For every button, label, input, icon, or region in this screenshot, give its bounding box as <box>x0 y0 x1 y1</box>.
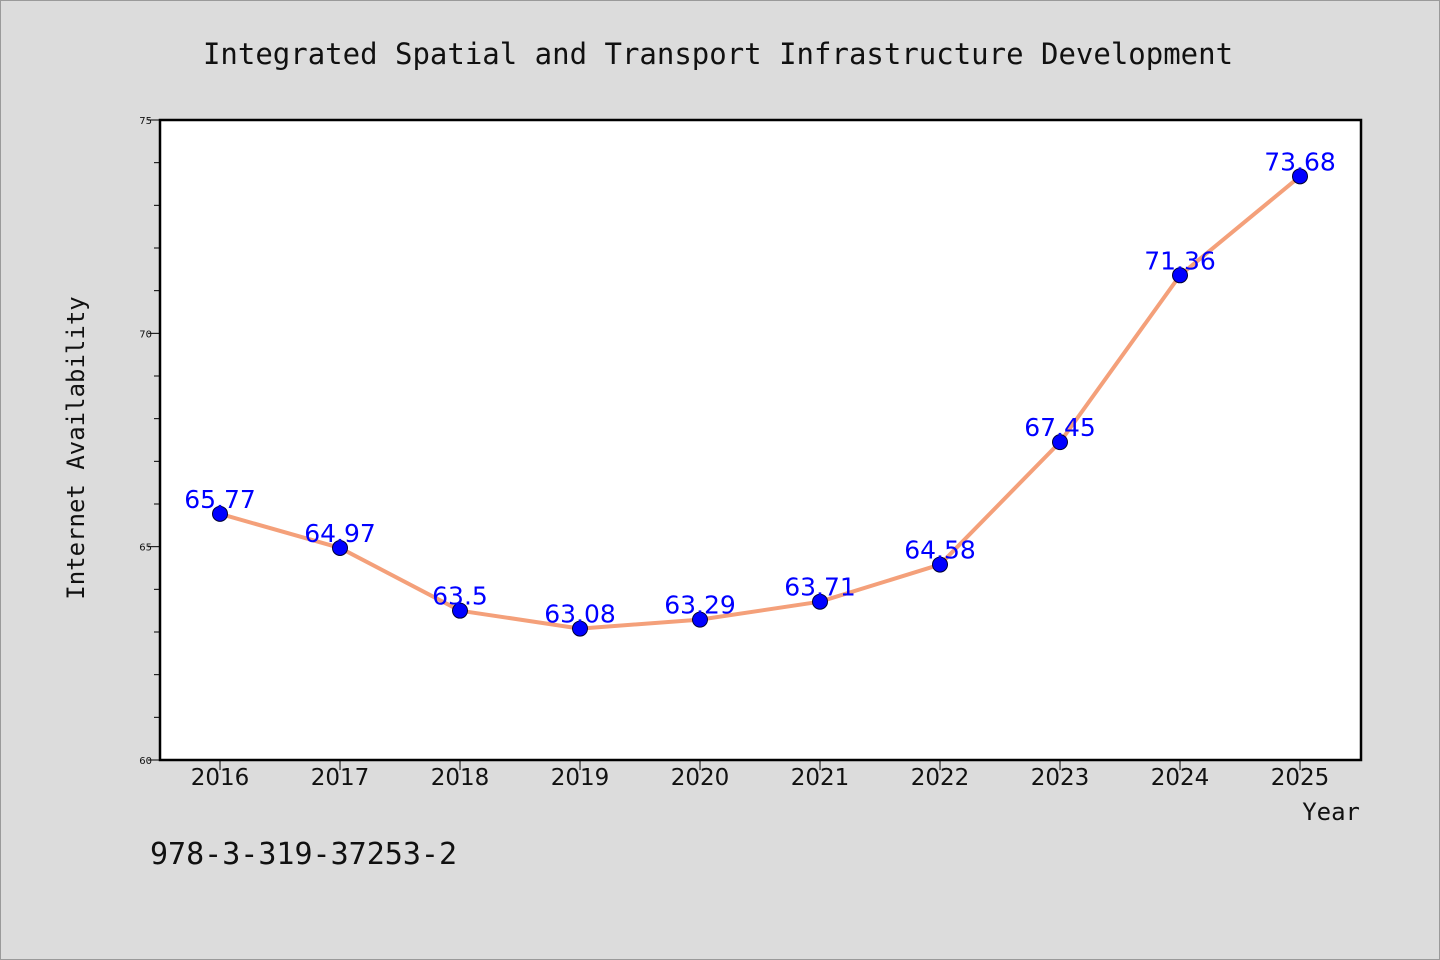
data-label: 65.77 <box>184 485 256 514</box>
x-tick-label: 2024 <box>1151 765 1210 791</box>
x-axis-label: Year <box>1302 798 1360 826</box>
data-point <box>1052 434 1068 451</box>
data-point <box>212 505 228 522</box>
data-label: 71.36 <box>1144 246 1216 275</box>
data-point <box>932 556 948 573</box>
x-tick-label: 2018 <box>431 765 490 791</box>
data-label: 63.71 <box>784 573 856 602</box>
data-label: 63.29 <box>664 591 736 620</box>
y-axis-ticks: 60 65 70 75 <box>139 116 160 767</box>
x-tick-label: 2017 <box>311 765 370 791</box>
data-point <box>332 539 348 556</box>
y-tick-label: 65 <box>139 543 152 554</box>
data-point <box>452 602 468 619</box>
data-label: 63.08 <box>544 600 616 629</box>
data-point <box>812 593 828 610</box>
x-tick-label: 2025 <box>1271 765 1330 791</box>
data-label: 64.97 <box>304 519 376 548</box>
x-tick-label: 2020 <box>671 765 730 791</box>
plot-border <box>158 118 1363 762</box>
y-tick-label: 60 <box>139 756 152 767</box>
data-point <box>1292 168 1308 185</box>
y-axis-label: Internet Availability <box>62 296 90 599</box>
x-tick-label: 2016 <box>191 765 250 791</box>
x-tick-label: 2022 <box>911 765 970 791</box>
x-axis-ticks: 2016 2017 2018 2019 2020 2021 2022 2023 2024 2025 <box>191 760 1330 791</box>
data-point <box>572 620 588 637</box>
data-point <box>692 611 708 628</box>
isbn-annotation: 978-3-319-37253-2 <box>150 837 457 872</box>
series-layer <box>212 168 1308 637</box>
data-label: 73.68 <box>1264 147 1336 176</box>
chart-title: Integrated Spatial and Transport Infrast… <box>203 37 1233 71</box>
plot-area <box>160 120 1361 760</box>
series-line <box>218 174 1302 631</box>
y-tick-label: 75 <box>139 116 152 127</box>
x-tick-label: 2021 <box>791 765 850 791</box>
data-label: 64.58 <box>904 536 976 565</box>
x-tick-label: 2023 <box>1031 765 1090 791</box>
data-point <box>1172 267 1188 284</box>
data-labels-layer: 65.77 64.97 63.5 63.08 63.29 63.71 64.58 67.45 7… <box>184 147 1336 628</box>
data-label: 67.45 <box>1024 413 1096 442</box>
data-label: 63.5 <box>432 582 488 611</box>
x-tick-label: 2019 <box>551 765 610 791</box>
y-tick-label: 70 <box>139 329 152 340</box>
